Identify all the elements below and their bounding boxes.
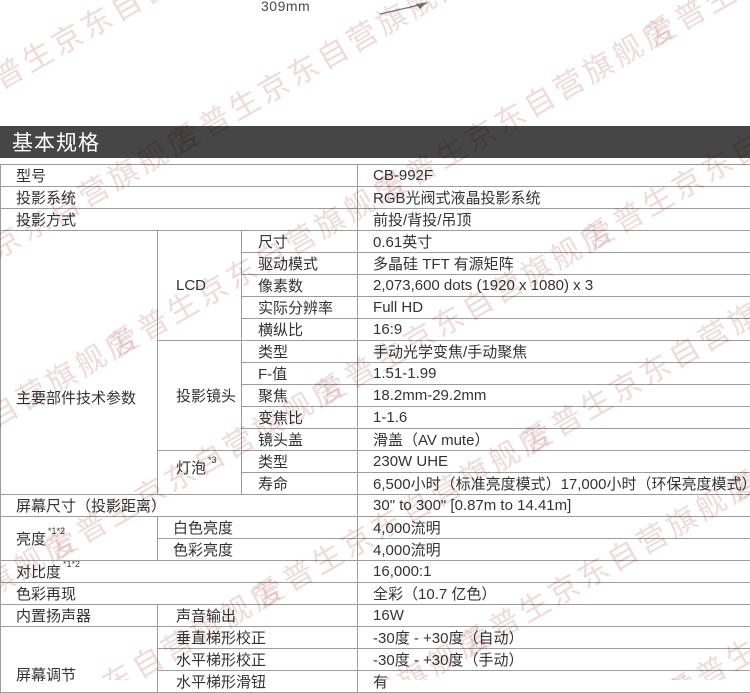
spec-value-model: CB-992F — [358, 165, 750, 187]
param-label: 尺寸 — [242, 231, 358, 253]
footnote-marker: *3 — [208, 455, 217, 465]
spec-value-contrast: 16,000:1 — [358, 561, 750, 583]
spec-label-projection-system: 投影系统 — [1, 187, 358, 209]
spec-row-model: 型号 CB-992F — [1, 165, 750, 187]
param-value: 0.61英寸 — [358, 231, 750, 253]
spec-row-speaker: 内置扬声器 声音输出 16W — [1, 605, 750, 627]
param-label: 寿命 — [242, 473, 358, 495]
spec-value-projection-system: RGB光阀式液晶投影系统 — [358, 187, 750, 209]
param-value: 有 — [358, 671, 750, 693]
spec-row-lcd-size: 主要部件技术参数 LCD 尺寸 0.61英寸 — [1, 231, 750, 253]
param-value: 1-1.6 — [358, 407, 750, 429]
spec-row-projection-system: 投影系统 RGB光阀式液晶投影系统 — [1, 187, 750, 209]
param-value: 4,000流明 — [358, 539, 750, 561]
param-value: 滑盖（AV mute） — [358, 429, 750, 451]
param-label: 实际分辨率 — [242, 297, 358, 319]
spec-row-keystone-vertical: 屏幕调节 垂直梯形校正 -30度 - +30度（自动） — [1, 627, 750, 649]
param-value: Full HD — [358, 297, 750, 319]
subgroup-label-lcd: LCD — [158, 231, 242, 341]
group-label-speaker: 内置扬声器 — [1, 605, 158, 627]
spec-value-projection-method: 前投/背投/吊顶 — [358, 209, 750, 231]
spec-value-color-reproduction: 全彩（10.7 亿色） — [358, 583, 750, 605]
param-value: 1.51-1.99 — [358, 363, 750, 385]
param-label: 白色亮度 — [158, 517, 358, 539]
param-label: 变焦比 — [242, 407, 358, 429]
param-label: 水平梯形滑钮 — [158, 671, 358, 693]
footnote-marker: *1*2 — [63, 561, 80, 570]
param-label: 类型 — [242, 341, 358, 363]
section-title: 基本规格 — [12, 127, 100, 157]
group-label-brightness: 亮度*1*2 — [1, 517, 158, 561]
param-label: 横纵比 — [242, 319, 358, 341]
group-label-screen-adjustment: 屏幕调节 — [1, 627, 158, 693]
spec-label-color-reproduction: 色彩再现 — [1, 583, 358, 605]
param-value: 手动光学变焦/手动聚焦 — [358, 341, 750, 363]
spec-label-contrast: 对比度*1*2 — [1, 561, 358, 583]
spec-label-projection-method: 投影方式 — [1, 209, 358, 231]
spec-table: 型号 CB-992F 投影系统 RGB光阀式液晶投影系统 投影方式 前投/背投/… — [0, 164, 750, 693]
dimension-label: 309mm — [261, 0, 310, 14]
section-header-bar: 基本规格 — [0, 126, 750, 158]
param-value: 16:9 — [358, 319, 750, 341]
param-label: 类型 — [242, 451, 358, 473]
param-label: 镜头盖 — [242, 429, 358, 451]
param-label: F-值 — [242, 363, 358, 385]
spec-label-model: 型号 — [1, 165, 358, 187]
param-value: 6,500小时（标准亮度模式）17,000小时（环保亮度模式） — [358, 473, 750, 495]
param-value: 4,000流明 — [358, 517, 750, 539]
param-value: 2,073,600 dots (1920 x 1080) x 3 — [358, 275, 750, 297]
subgroup-label-lamp: 灯泡*3 — [158, 451, 242, 495]
subgroup-label-lens: 投影镜头 — [158, 341, 242, 451]
dimension-diagram-remnant: 309mm — [0, 0, 750, 126]
param-value: 16W — [358, 605, 750, 627]
spec-row-contrast: 对比度*1*2 16,000:1 — [1, 561, 750, 583]
param-label: 色彩亮度 — [158, 539, 358, 561]
spec-value-screen-size: 30" to 300" [0.87m to 14.41m] — [358, 495, 750, 517]
param-value: 230W UHE — [358, 451, 750, 473]
spec-row-screen-size: 屏幕尺寸（投影距离） 30" to 300" [0.87m to 14.41m] — [1, 495, 750, 517]
spec-row-brightness-white: 亮度*1*2 白色亮度 4,000流明 — [1, 517, 750, 539]
param-value: -30度 - +30度（手动） — [358, 649, 750, 671]
spec-row-color-reproduction: 色彩再现 全彩（10.7 亿色） — [1, 583, 750, 605]
param-label: 水平梯形校正 — [158, 649, 358, 671]
param-label: 驱动模式 — [242, 253, 358, 275]
spec-label-screen-size: 屏幕尺寸（投影距离） — [1, 495, 358, 517]
group-label-main-components: 主要部件技术参数 — [1, 231, 158, 495]
dimension-arrow-icon — [378, 0, 438, 18]
footnote-marker: *1*2 — [48, 526, 65, 536]
param-label: 声音输出 — [158, 605, 358, 627]
param-value: 18.2mm-29.2mm — [358, 385, 750, 407]
param-label: 垂直梯形校正 — [158, 627, 358, 649]
spec-row-projection-method: 投影方式 前投/背投/吊顶 — [1, 209, 750, 231]
param-label: 聚焦 — [242, 385, 358, 407]
param-value: 多晶硅 TFT 有源矩阵 — [358, 253, 750, 275]
param-value: -30度 - +30度（自动） — [358, 627, 750, 649]
param-label: 像素数 — [242, 275, 358, 297]
